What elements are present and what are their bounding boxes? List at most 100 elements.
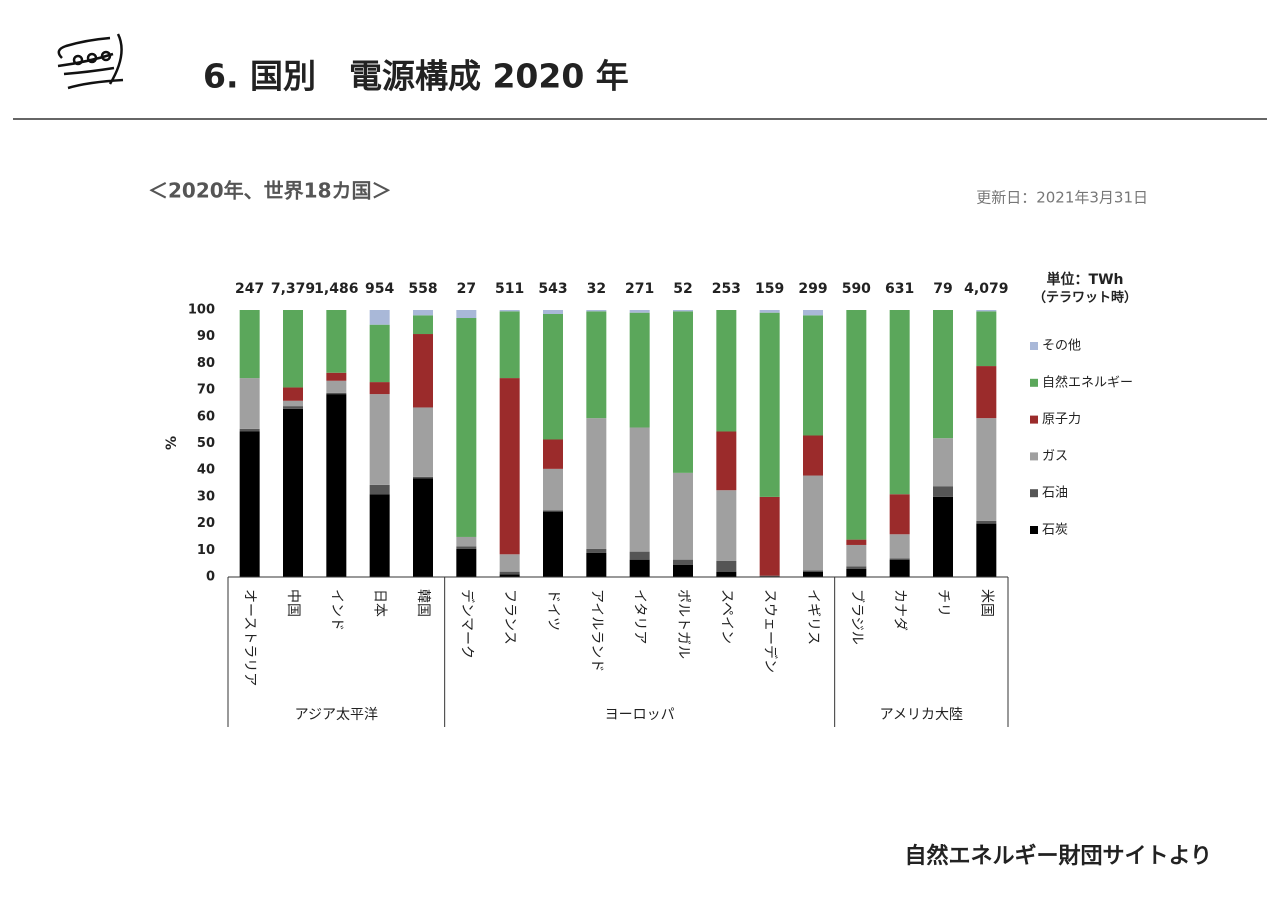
group-label: アジア太平洋 — [295, 707, 378, 723]
bar-segment — [933, 310, 953, 439]
total-label: 511 — [495, 281, 524, 297]
bar-segment — [326, 372, 347, 381]
x-tick-label: ポルトガル — [675, 589, 691, 659]
bar-segment — [499, 378, 520, 555]
bar-segment — [239, 310, 260, 379]
bar-segment — [673, 311, 693, 473]
bar-segment — [543, 314, 563, 440]
legend-label: 原子力 — [1042, 412, 1081, 427]
bar-segment — [716, 490, 737, 561]
total-label: 4,079 — [964, 281, 1008, 297]
x-tick-label: 韓国 — [415, 589, 431, 617]
bar-segment — [889, 558, 910, 560]
total-label: 954 — [365, 281, 394, 297]
bar-segment — [326, 380, 347, 393]
legend-label: ガス — [1042, 449, 1068, 464]
bar-segment — [283, 408, 303, 577]
bar-segment — [759, 310, 780, 313]
total-label: 558 — [408, 281, 437, 297]
y-tick-label: 90 — [197, 329, 215, 344]
total-label: 247 — [235, 281, 264, 297]
total-label: 32 — [587, 281, 606, 297]
bar-segment — [499, 311, 520, 379]
bar-segment — [499, 554, 520, 572]
bar-segment — [673, 559, 693, 565]
y-tick-label: 70 — [197, 383, 215, 398]
y-axis-label: % — [164, 436, 180, 450]
bar-segment — [239, 431, 260, 577]
slide-title: 6. 国別 電源構成 2020 年 — [203, 57, 629, 96]
bar-segment — [369, 310, 390, 325]
group-label: ヨーロッパ — [605, 707, 675, 723]
bar-segment — [413, 476, 433, 479]
y-tick-label: 20 — [197, 516, 215, 531]
y-tick-label: 60 — [197, 409, 215, 424]
y-tick-label: 80 — [197, 356, 215, 371]
bar-segment — [846, 539, 867, 545]
x-tick-label: スペイン — [718, 589, 734, 644]
legend-swatch — [1030, 452, 1038, 461]
legend-swatch — [1030, 489, 1038, 498]
bar-segment — [369, 394, 390, 485]
bar-segment — [673, 310, 693, 312]
bar-segment — [369, 324, 390, 383]
bar-segment — [976, 366, 997, 419]
x-tick-label: ドイツ — [545, 589, 561, 631]
bar-segment — [803, 571, 823, 577]
bar-segment — [413, 334, 433, 408]
bar-segment — [629, 310, 650, 313]
bar-segment — [543, 439, 563, 469]
bar-segment — [889, 559, 910, 577]
legend-label: 自然エネルギー — [1042, 374, 1133, 390]
bar-segment — [456, 548, 477, 577]
chart-subtitle: 更新日：2021年3月31日 — [976, 189, 1148, 207]
group-label: アメリカ大陸 — [880, 707, 963, 723]
total-label: 253 — [712, 281, 741, 297]
bar-segment — [716, 560, 737, 572]
bar-segment — [413, 407, 433, 477]
legend-swatch — [1030, 526, 1038, 534]
bar-segment — [629, 312, 650, 428]
bar-segment — [456, 318, 477, 537]
total-label: 27 — [457, 281, 476, 297]
bar-segment — [586, 552, 607, 577]
bar-segment — [543, 468, 563, 511]
bar-segment — [933, 438, 953, 487]
bar-segment — [326, 392, 347, 395]
chart-title: ＜2020年、世界18カ国＞ — [148, 179, 392, 203]
bar-segment — [413, 478, 433, 577]
legend-label: 石油 — [1042, 486, 1068, 501]
bar-segment — [239, 378, 260, 429]
unit-label: 単位：TWh — [1047, 271, 1124, 288]
bar-segment — [413, 310, 433, 316]
bar-segment — [629, 427, 650, 552]
unit-label: （テラワット時） — [1033, 290, 1137, 306]
bar-segment — [889, 534, 910, 559]
bar-segment — [846, 310, 867, 540]
bar-segment — [803, 315, 823, 436]
bar-segment — [543, 511, 563, 577]
bar-segment — [976, 311, 997, 367]
total-label: 543 — [538, 281, 567, 297]
bar-segment — [456, 310, 477, 319]
y-tick-label: 50 — [197, 436, 215, 451]
bar-segment — [586, 310, 607, 312]
bar-segment — [716, 571, 737, 577]
bar-segment — [326, 310, 347, 373]
bar-segment — [976, 523, 997, 577]
x-tick-label: 米国 — [978, 589, 994, 617]
bar-segment — [716, 310, 737, 432]
x-tick-label: カナダ — [892, 589, 908, 631]
bar-segment — [499, 574, 520, 577]
bar-segment — [283, 310, 303, 388]
y-tick-label: 40 — [197, 463, 215, 478]
bar-segment — [326, 394, 347, 577]
bar-segment — [933, 496, 953, 577]
bar-segment — [586, 311, 607, 419]
y-tick-label: 0 — [206, 570, 215, 585]
bar-segment — [413, 315, 433, 335]
total-label: 7,379 — [271, 281, 315, 297]
legend-label: その他 — [1042, 339, 1081, 354]
bar-segment — [803, 435, 823, 476]
